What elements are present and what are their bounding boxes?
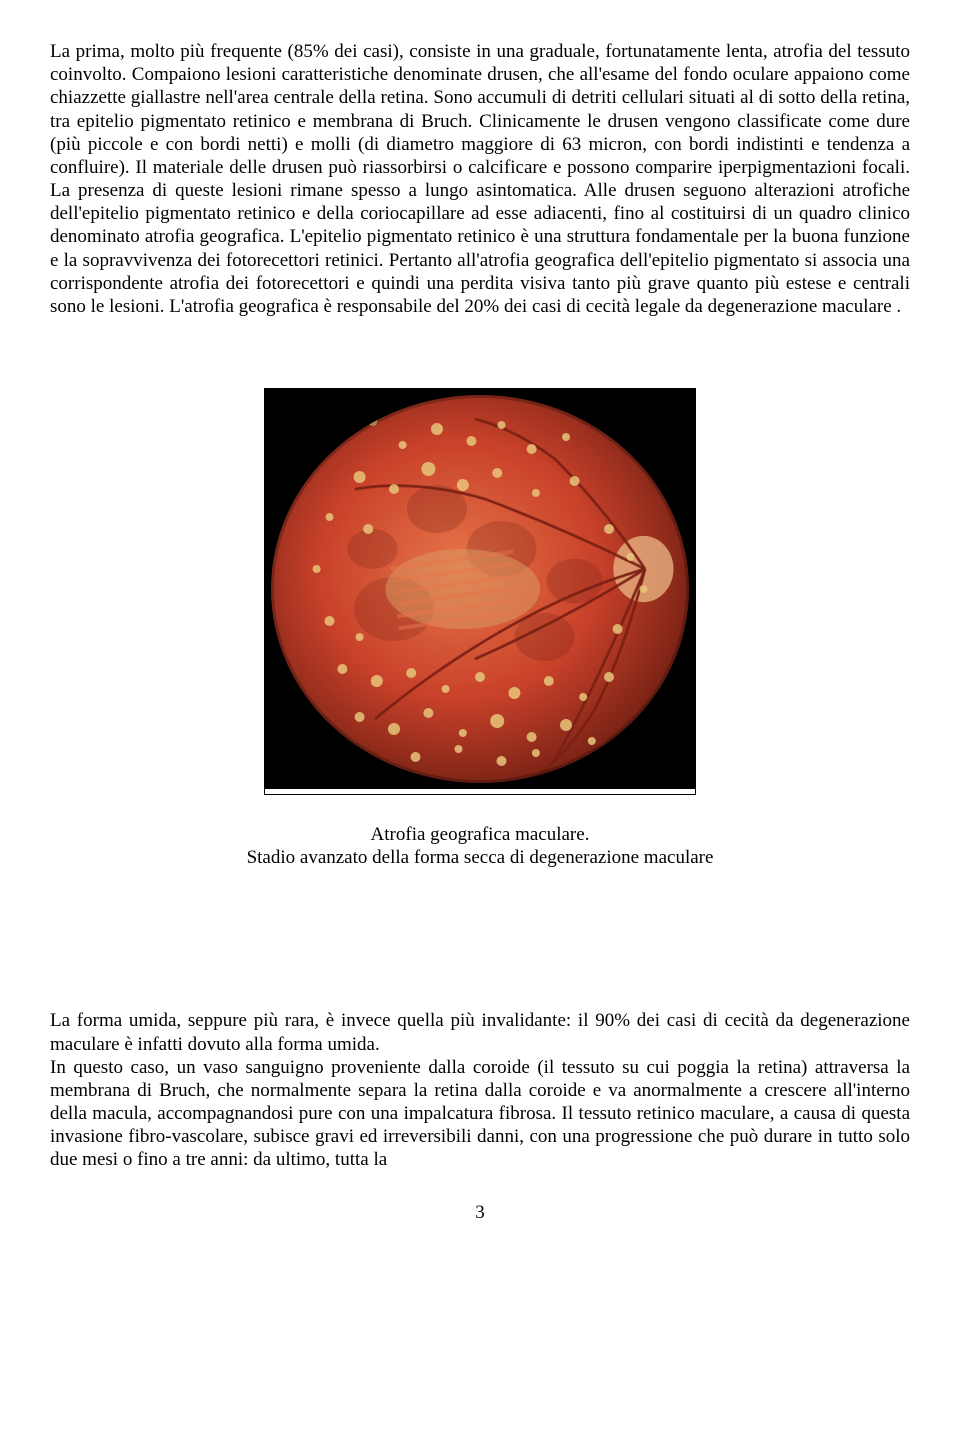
section-2: La forma umida, seppure più rara, è inve… xyxy=(50,1009,910,1171)
figure-block: Atrofia geografica maculare. Stadio avan… xyxy=(50,388,910,869)
paragraph-3: In questo caso, un vaso sanguigno proven… xyxy=(50,1056,910,1172)
page-number: 3 xyxy=(50,1202,910,1224)
figure-caption: Atrofia geografica maculare. Stadio avan… xyxy=(50,823,910,869)
page-container: La prima, molto più frequente (85% dei c… xyxy=(0,0,960,1254)
caption-line-1: Atrofia geografica maculare. xyxy=(371,824,590,845)
caption-line-2: Stadio avanzato della forma secca di deg… xyxy=(247,847,714,868)
paragraph-1: La prima, molto più frequente (85% dei c… xyxy=(50,40,910,318)
paragraph-2: La forma umida, seppure più rara, è inve… xyxy=(50,1009,910,1055)
fundus-image xyxy=(264,388,696,795)
